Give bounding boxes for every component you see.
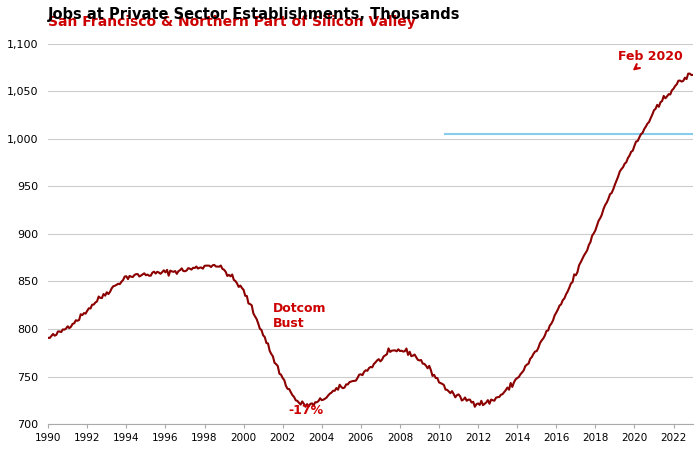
Text: Dotcom
Bust: Dotcom Bust <box>273 302 326 330</box>
Text: Jobs at Private Sector Establishments, Thousands: Jobs at Private Sector Establishments, T… <box>48 7 461 22</box>
Text: San Francisco & Northern Part of Silicon Valley: San Francisco & Northern Part of Silicon… <box>48 15 416 29</box>
Text: -17%: -17% <box>288 405 323 418</box>
Text: Feb 2020: Feb 2020 <box>617 50 682 69</box>
